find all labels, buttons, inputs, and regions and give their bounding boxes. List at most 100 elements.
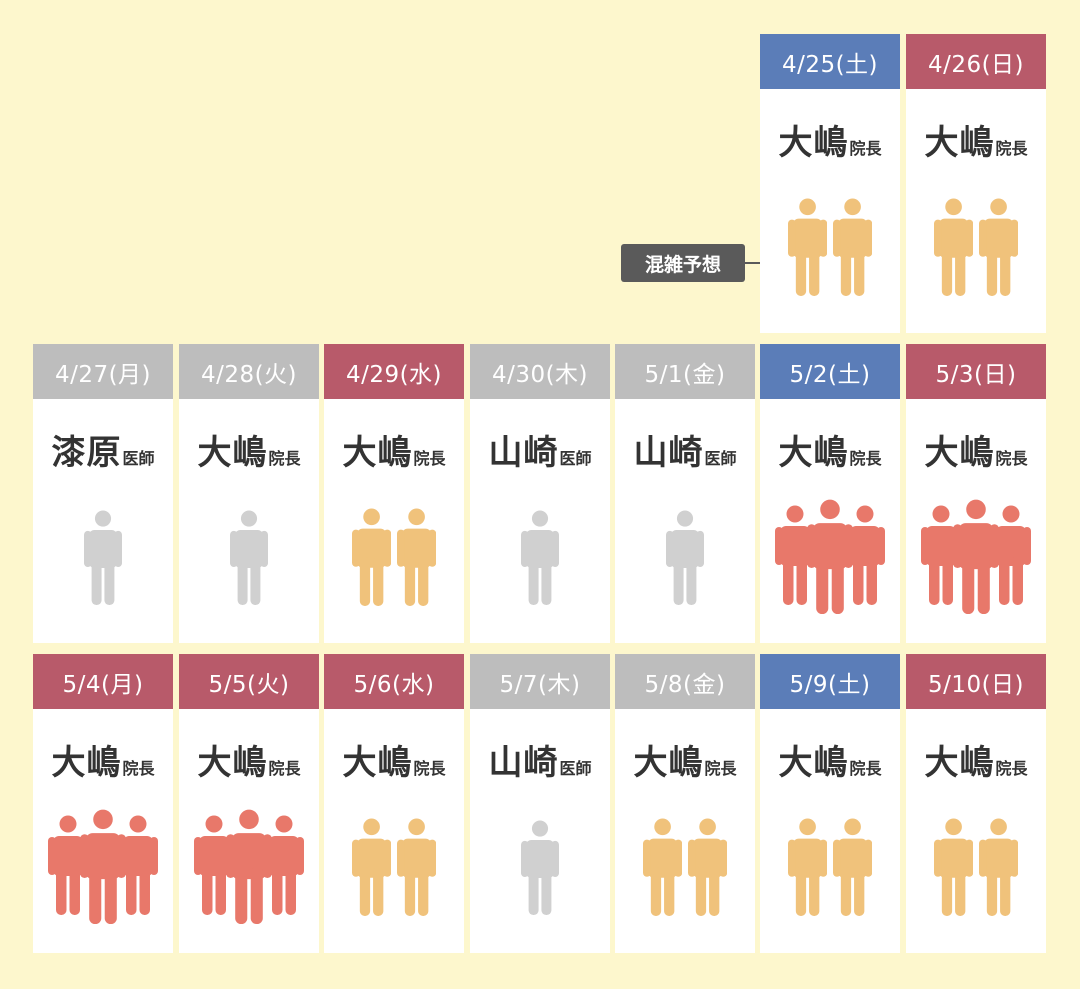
doctor-name: 大嶋	[342, 743, 413, 783]
day-cell: 5/7(木) 山崎医師	[470, 654, 610, 953]
day-cell: 5/4(月) 大嶋院長	[33, 654, 173, 953]
person-icon	[397, 508, 437, 606]
crowd-level-indicator	[760, 194, 900, 324]
doctor-title: 院長	[849, 139, 882, 158]
doctor-label: 大嶋院長	[179, 425, 319, 474]
doctor-label: 大嶋院長	[760, 115, 900, 164]
doctor-name: 大嶋	[51, 743, 122, 783]
day-cell: 4/29(水) 大嶋院長	[324, 344, 464, 643]
date-header: 5/6(水)	[324, 654, 464, 709]
doctor-title: 院長	[268, 759, 301, 778]
doctor-name: 大嶋	[778, 123, 849, 163]
doctor-title: 医師	[559, 449, 592, 468]
doctor-label: 山崎医師	[470, 735, 610, 784]
day-cell: 5/9(土) 大嶋院長	[760, 654, 900, 953]
doctor-title: 医師	[122, 449, 155, 468]
doctor-label: 漆原医師	[33, 425, 173, 474]
day-cell: 5/3(日) 大嶋院長	[906, 344, 1046, 643]
person-icon	[118, 815, 158, 915]
doctor-label: 山崎医師	[615, 425, 755, 474]
person-icon	[688, 818, 728, 916]
crowd-level-indicator	[324, 504, 464, 634]
day-cell: 4/30(木) 山崎医師	[470, 344, 610, 643]
day-cell: 5/1(金) 山崎医師	[615, 344, 755, 643]
crowd-level-indicator	[906, 814, 1046, 944]
day-cell: 4/27(月) 漆原医師	[33, 344, 173, 643]
person-icon	[48, 815, 88, 915]
day-cell: 5/2(土) 大嶋院長	[760, 344, 900, 643]
person-icon	[833, 818, 873, 916]
doctor-title: 院長	[849, 759, 882, 778]
date-header: 5/7(木)	[470, 654, 610, 709]
person-icon	[521, 510, 559, 605]
crowd-level-indicator	[760, 814, 900, 944]
person-icon	[933, 818, 973, 916]
person-icon	[979, 818, 1019, 916]
date-header: 5/4(月)	[33, 654, 173, 709]
doctor-title: 院長	[413, 759, 446, 778]
date-header: 5/3(日)	[906, 344, 1046, 399]
date-header: 4/28(火)	[179, 344, 319, 399]
date-header: 4/26(日)	[906, 34, 1046, 89]
doctor-title: 院長	[268, 449, 301, 468]
doctor-name: 大嶋	[924, 433, 995, 473]
person-icon	[642, 818, 682, 916]
doctor-label: 大嶋院長	[760, 735, 900, 784]
doctor-label: 大嶋院長	[33, 735, 173, 784]
person-icon	[397, 818, 437, 916]
crowd-level-indicator	[324, 814, 464, 944]
date-header: 4/30(木)	[470, 344, 610, 399]
doctor-label: 大嶋院長	[760, 425, 900, 474]
crowd-level-indicator	[906, 499, 1046, 634]
day-cell: 5/5(火) 大嶋院長	[179, 654, 319, 953]
doctor-name: 山崎	[488, 743, 559, 783]
person-icon	[787, 818, 827, 916]
day-cell: 4/26(日) 大嶋院長	[906, 34, 1046, 333]
doctor-title: 院長	[849, 449, 882, 468]
person-icon	[230, 510, 268, 605]
doctor-name: 大嶋	[924, 123, 995, 163]
crowd-forecast-label: 混雑予想	[621, 244, 745, 282]
doctor-name: 大嶋	[197, 433, 268, 473]
doctor-label: 大嶋院長	[906, 735, 1046, 784]
doctor-name: 漆原	[51, 433, 122, 473]
crowd-level-indicator	[179, 809, 319, 944]
person-icon	[933, 198, 973, 296]
date-header: 5/8(金)	[615, 654, 755, 709]
person-icon	[833, 198, 873, 296]
doctor-name: 大嶋	[197, 743, 268, 783]
doctor-title: 院長	[413, 449, 446, 468]
date-header: 4/29(水)	[324, 344, 464, 399]
doctor-label: 大嶋院長	[179, 735, 319, 784]
day-cell: 4/25(土) 大嶋院長	[760, 34, 900, 333]
doctor-name: 山崎	[633, 433, 704, 473]
doctor-title: 院長	[995, 139, 1028, 158]
crowd-level-indicator	[179, 504, 319, 634]
doctor-title: 医師	[559, 759, 592, 778]
person-icon	[521, 820, 559, 915]
doctor-label: 大嶋院長	[615, 735, 755, 784]
doctor-title: 院長	[122, 759, 155, 778]
doctor-label: 大嶋院長	[324, 735, 464, 784]
doctor-title: 医師	[704, 449, 737, 468]
person-icon	[351, 508, 391, 606]
doctor-label: 大嶋院長	[906, 115, 1046, 164]
crowd-level-indicator	[470, 504, 610, 634]
doctor-name: 大嶋	[778, 433, 849, 473]
date-header: 5/1(金)	[615, 344, 755, 399]
doctor-name: 山崎	[488, 433, 559, 473]
doctor-label: 大嶋院長	[906, 425, 1046, 474]
person-icon	[666, 510, 704, 605]
date-header: 4/25(土)	[760, 34, 900, 89]
date-header: 4/27(月)	[33, 344, 173, 399]
doctor-name: 大嶋	[633, 743, 704, 783]
doctor-title: 院長	[995, 449, 1028, 468]
doctor-title: 院長	[704, 759, 737, 778]
person-icon	[979, 198, 1019, 296]
date-header: 5/5(火)	[179, 654, 319, 709]
person-icon	[351, 818, 391, 916]
doctor-label: 大嶋院長	[324, 425, 464, 474]
crowd-level-indicator	[615, 814, 755, 944]
doctor-name: 大嶋	[778, 743, 849, 783]
